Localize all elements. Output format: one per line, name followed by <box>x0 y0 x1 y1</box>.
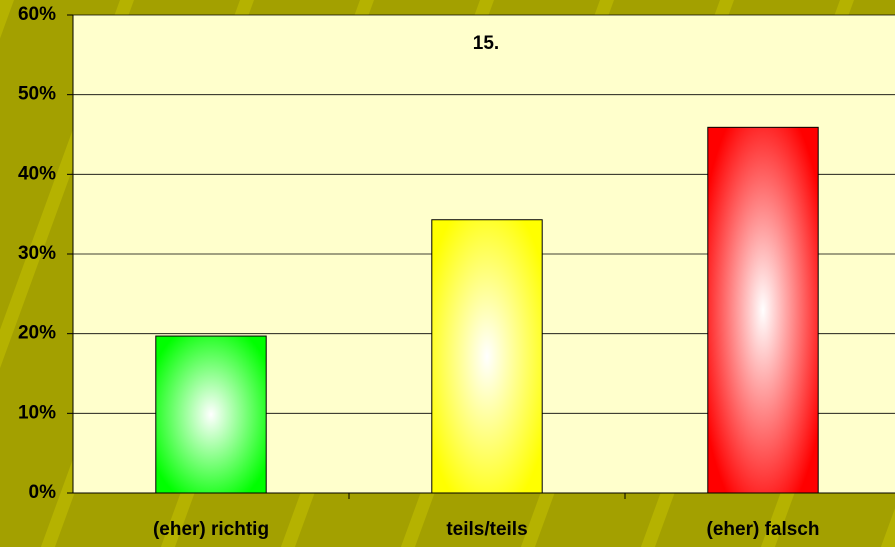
y-tick-label: 50% <box>18 84 56 105</box>
y-tick-label: 20% <box>18 323 56 344</box>
y-tick-label: 40% <box>18 163 56 184</box>
bar <box>707 126 819 494</box>
y-tick-label: 10% <box>18 402 56 423</box>
y-tick-label: 60% <box>18 4 56 25</box>
y-tick-label: 30% <box>18 243 56 264</box>
x-tick-label: (eher) falsch <box>707 519 820 540</box>
chart-title: 15. <box>473 33 499 54</box>
x-tick-label: teils/teils <box>446 519 527 540</box>
x-tick-label: (eher) richtig <box>153 519 269 540</box>
y-tick-label: 0% <box>29 482 57 503</box>
bar <box>155 335 267 494</box>
bar <box>431 219 543 494</box>
